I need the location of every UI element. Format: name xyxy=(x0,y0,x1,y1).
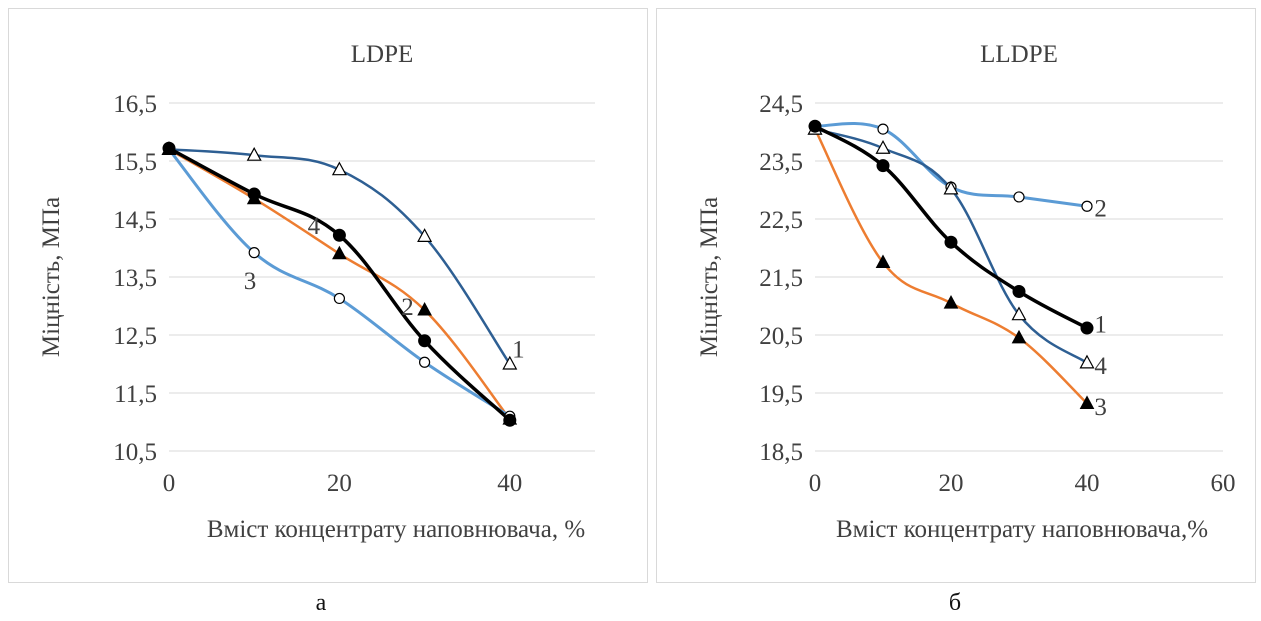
y-tick-label: 24,5 xyxy=(759,91,803,118)
series-1-point-3 xyxy=(1012,285,1026,298)
y-tick-label: 20,5 xyxy=(759,323,803,350)
curve-label-2: 2 xyxy=(401,294,414,321)
series-4-point-3 xyxy=(418,334,432,348)
chart-panel-ldpe: 10,5 11,5 12,5 13,5 14,5 15,5 16,5 0 20 40 LDPE Вмі… xyxy=(8,8,648,583)
x-axis-label: Вміст концентрату наповнювача, % xyxy=(207,516,585,543)
series-4-point-4 xyxy=(1079,354,1095,369)
chart-panel-lldpe: 18,5 19,5 20,5 21,5 22,5 23,5 24,5 0 20 40 60 LLDPE… xyxy=(656,8,1256,583)
x-tick-label: 60 xyxy=(1211,470,1236,497)
y-tick-label: 16,5 xyxy=(113,91,157,118)
series-4-point-2 xyxy=(943,180,959,195)
y-tick-label: 15,5 xyxy=(113,149,157,176)
series-2-point-3 xyxy=(1013,191,1025,203)
series-2-point-4 xyxy=(1081,200,1093,212)
curve-label-3: 3 xyxy=(244,268,257,295)
series-1-point-2 xyxy=(331,161,347,176)
series-1-point-3 xyxy=(417,228,433,242)
y-tick-label: 18,5 xyxy=(759,439,803,466)
chart-ldpe-svg: 10,5 11,5 12,5 13,5 14,5 15,5 16,5 0 20 40 LDPE Вмі… xyxy=(38,41,595,543)
curve-label-2: 2 xyxy=(1094,195,1107,222)
y-tick-label: 21,5 xyxy=(759,265,803,292)
y-tick-label: 23,5 xyxy=(759,149,803,176)
y-tick-label: 11,5 xyxy=(114,381,157,408)
series-1-point-1 xyxy=(876,159,890,173)
curve-label-4: 4 xyxy=(1094,353,1107,380)
series-2-point-3 xyxy=(417,302,432,316)
series-2-point-2 xyxy=(332,245,347,260)
x-tick-label: 0 xyxy=(163,470,176,497)
curve-label-1: 1 xyxy=(1094,311,1107,338)
series-4-point-4 xyxy=(503,413,517,427)
chart-lldpe-svg: 18,5 19,5 20,5 21,5 22,5 23,5 24,5 0 20 40 60 LLDPE… xyxy=(696,41,1236,543)
y-tick-label: 22,5 xyxy=(759,207,803,234)
series-4-point-0 xyxy=(162,141,176,155)
series-1-line xyxy=(167,148,512,366)
curve-label-1: 1 xyxy=(512,336,525,363)
series-3-point-3 xyxy=(1011,329,1027,344)
series-3-point-3 xyxy=(419,356,431,368)
series-1-point-4 xyxy=(502,355,518,370)
series-4-point-1 xyxy=(247,187,261,201)
y-tick-label: 10,5 xyxy=(113,439,157,466)
series-4-point-2 xyxy=(332,228,346,242)
series-2-point-1 xyxy=(877,123,889,135)
x-tick-label: 40 xyxy=(1075,470,1100,497)
series-3-point-1 xyxy=(248,247,260,259)
y-tick-label: 12,5 xyxy=(113,323,157,350)
caption-b: б xyxy=(948,590,962,616)
chart-title: LLDPE xyxy=(980,41,1058,68)
chart-title: LDPE xyxy=(351,41,414,68)
series-1-point-0 xyxy=(808,119,822,133)
y-axis-label: Міцність, МПа xyxy=(38,197,65,357)
x-tick-label: 40 xyxy=(497,470,522,497)
series-4-point-1 xyxy=(875,139,891,154)
series-4-point-3 xyxy=(1011,306,1027,321)
series-3-point-1 xyxy=(875,254,891,268)
y-axis-label: Міцність, МПа xyxy=(696,197,723,357)
y-tick-label: 19,5 xyxy=(759,381,803,408)
curve-label-3: 3 xyxy=(1094,394,1107,421)
caption-a: а xyxy=(315,590,327,616)
y-tick-label: 14,5 xyxy=(113,207,157,234)
x-tick-label: 0 xyxy=(809,470,822,497)
series-3-point-2 xyxy=(943,295,959,309)
series-3-point-2 xyxy=(333,292,345,305)
x-axis-label: Вміст концентрату наповнювача,% xyxy=(836,516,1208,543)
x-tick-label: 20 xyxy=(939,470,964,497)
series-4-line xyxy=(813,127,1089,365)
series-1-point-4 xyxy=(1080,321,1094,335)
series-3-line xyxy=(813,127,1089,405)
y-tick-label: 13,5 xyxy=(113,265,157,292)
series-3-point-4 xyxy=(1079,395,1095,409)
series-1-point-2 xyxy=(944,235,958,249)
x-tick-label: 20 xyxy=(327,470,352,497)
series-1-point-1 xyxy=(246,146,262,161)
curve-label-4: 4 xyxy=(308,213,321,240)
